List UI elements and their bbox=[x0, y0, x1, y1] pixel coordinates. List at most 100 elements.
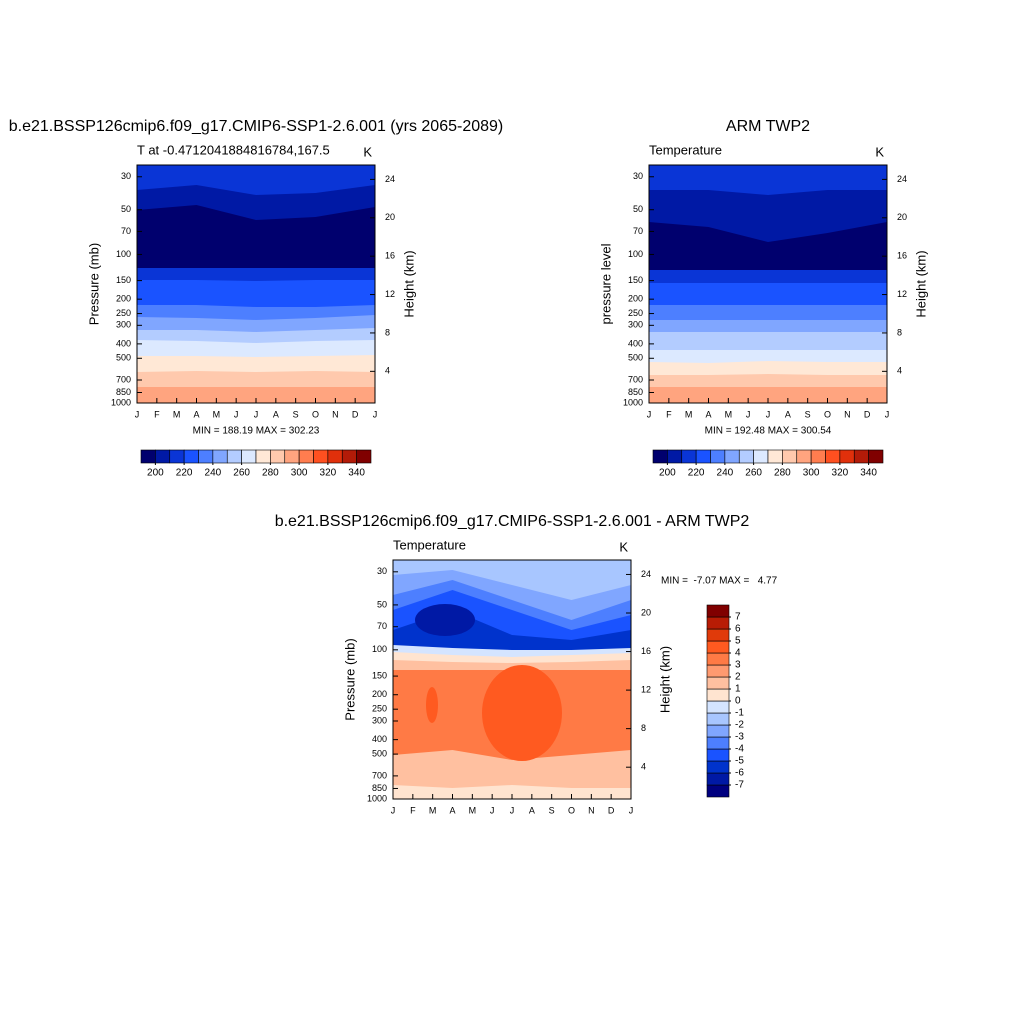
colorbar-label: 7 bbox=[735, 612, 741, 623]
contour-fill bbox=[393, 750, 631, 799]
y-axis-label: Pressure (mb) bbox=[342, 638, 357, 720]
colorbar-label: 3 bbox=[735, 660, 741, 671]
chart-title: ARM TWP2 bbox=[726, 118, 810, 135]
colorbar-box bbox=[155, 449, 171, 464]
colorbar-box bbox=[198, 449, 214, 464]
colorbar-label: 0 bbox=[735, 696, 741, 707]
y-tick-label: 250 bbox=[372, 704, 387, 714]
stats: MIN = -7.07 MAX = 4.77 bbox=[661, 576, 778, 587]
colorbar-box bbox=[695, 449, 711, 464]
y-tick-label: 30 bbox=[121, 171, 131, 181]
colorbar-box bbox=[356, 449, 372, 464]
colorbar-label: -1 bbox=[735, 708, 744, 719]
x-tick-label: A bbox=[449, 805, 455, 815]
colorbar-box bbox=[183, 449, 199, 464]
y2-axis-label: Height (km) bbox=[401, 250, 416, 317]
y-tick-label: 100 bbox=[372, 644, 387, 654]
colorbar-box bbox=[706, 784, 730, 798]
colorbar-box bbox=[706, 604, 730, 618]
y-tick-label: 250 bbox=[628, 308, 643, 318]
y-tick-label: 1000 bbox=[111, 397, 131, 407]
colorbar-label: 240 bbox=[205, 468, 222, 479]
y-tick-label: 150 bbox=[628, 275, 643, 285]
y2-tick-label: 12 bbox=[641, 684, 651, 694]
colorbar-label: 1 bbox=[735, 684, 741, 695]
x-tick-label: M bbox=[685, 409, 693, 419]
colorbar-label: -4 bbox=[735, 744, 744, 755]
colorbar-label: -6 bbox=[735, 768, 744, 779]
subtitle: Temperature bbox=[393, 537, 466, 552]
x-tick-label: M bbox=[213, 409, 221, 419]
colorbar-label: 4 bbox=[735, 648, 741, 659]
y2-tick-label: 24 bbox=[641, 569, 651, 579]
y2-tick-label: 12 bbox=[897, 289, 907, 299]
x-tick-label: A bbox=[705, 409, 711, 419]
x-tick-label: N bbox=[332, 409, 339, 419]
colorbar-label: 340 bbox=[860, 468, 877, 479]
y-tick-label: 700 bbox=[372, 770, 387, 780]
y-tick-label: 850 bbox=[628, 387, 643, 397]
y-tick-label: 500 bbox=[372, 748, 387, 758]
y-tick-label: 50 bbox=[377, 599, 387, 609]
colorbar-box bbox=[782, 449, 798, 464]
x-tick-label: J bbox=[135, 409, 140, 419]
x-tick-label: O bbox=[568, 805, 575, 815]
units: K bbox=[875, 144, 884, 159]
x-tick-label: D bbox=[352, 409, 359, 419]
colorbar-label: 300 bbox=[291, 468, 308, 479]
colorbar-label: -3 bbox=[735, 732, 744, 743]
y2-tick-label: 16 bbox=[897, 251, 907, 261]
colorbar-box bbox=[868, 449, 884, 464]
colorbar-label: 200 bbox=[659, 468, 676, 479]
y-tick-label: 100 bbox=[116, 249, 131, 259]
y2-tick-label: 4 bbox=[641, 762, 646, 772]
colorbar-box bbox=[255, 449, 271, 464]
y-tick-label: 70 bbox=[633, 226, 643, 236]
x-tick-label: O bbox=[824, 409, 831, 419]
stats: MIN = 192.48 MAX = 300.54 bbox=[705, 426, 832, 437]
colorbar-label: 2 bbox=[735, 672, 741, 683]
x-tick-label: J bbox=[510, 805, 515, 815]
colorbar-box bbox=[140, 449, 156, 464]
x-tick-label: S bbox=[549, 805, 555, 815]
y2-tick-label: 20 bbox=[897, 212, 907, 222]
colorbar-box bbox=[327, 449, 343, 464]
colorbar-label: 220 bbox=[176, 468, 193, 479]
colorbar-label: 300 bbox=[803, 468, 820, 479]
y2-tick-label: 4 bbox=[897, 366, 902, 376]
x-tick-label: J bbox=[647, 409, 652, 419]
contour-fill bbox=[482, 665, 562, 761]
chart-title: b.e21.BSSP126cmip6.f09_g17.CMIP6-SSP1-2.… bbox=[9, 118, 504, 135]
x-tick-label: A bbox=[273, 409, 279, 419]
units: K bbox=[619, 539, 628, 554]
colorbar-box bbox=[652, 449, 668, 464]
colorbar-box bbox=[706, 760, 730, 774]
colorbar-box bbox=[753, 449, 769, 464]
colorbar-box bbox=[706, 712, 730, 726]
colorbar-label: 260 bbox=[745, 468, 762, 479]
colorbar-box bbox=[706, 616, 730, 630]
contour-field bbox=[393, 560, 631, 799]
colorbar-label: 6 bbox=[735, 624, 741, 635]
y2-tick-label: 8 bbox=[641, 723, 646, 733]
y-tick-label: 30 bbox=[633, 171, 643, 181]
x-tick-label: J bbox=[373, 409, 378, 419]
y-tick-label: 300 bbox=[628, 320, 643, 330]
colorbar-box bbox=[710, 449, 726, 464]
x-tick-label: M bbox=[429, 805, 437, 815]
colorbar-label: 240 bbox=[717, 468, 734, 479]
y2-tick-label: 24 bbox=[385, 174, 395, 184]
colorbar-box bbox=[706, 652, 730, 666]
colorbar-label: 200 bbox=[147, 468, 164, 479]
y2-tick-label: 12 bbox=[385, 289, 395, 299]
colorbar-box bbox=[212, 449, 228, 464]
y-axis-label: pressure level bbox=[598, 243, 613, 324]
x-tick-label: A bbox=[529, 805, 535, 815]
colorbar-box bbox=[284, 449, 300, 464]
colorbar-box bbox=[810, 449, 826, 464]
colorbar-box bbox=[796, 449, 812, 464]
x-tick-label: N bbox=[588, 805, 595, 815]
contour-field bbox=[649, 165, 887, 403]
x-tick-label: M bbox=[173, 409, 181, 419]
